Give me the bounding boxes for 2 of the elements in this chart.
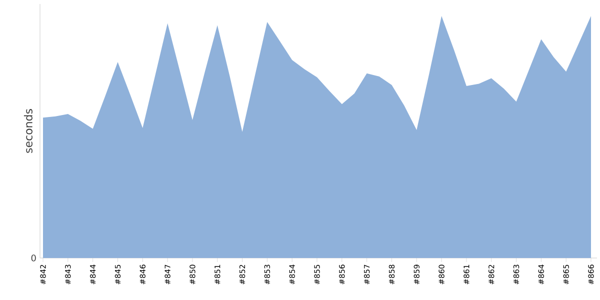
y-axis-title: seconds xyxy=(24,109,32,153)
text: 0 xyxy=(31,254,36,262)
